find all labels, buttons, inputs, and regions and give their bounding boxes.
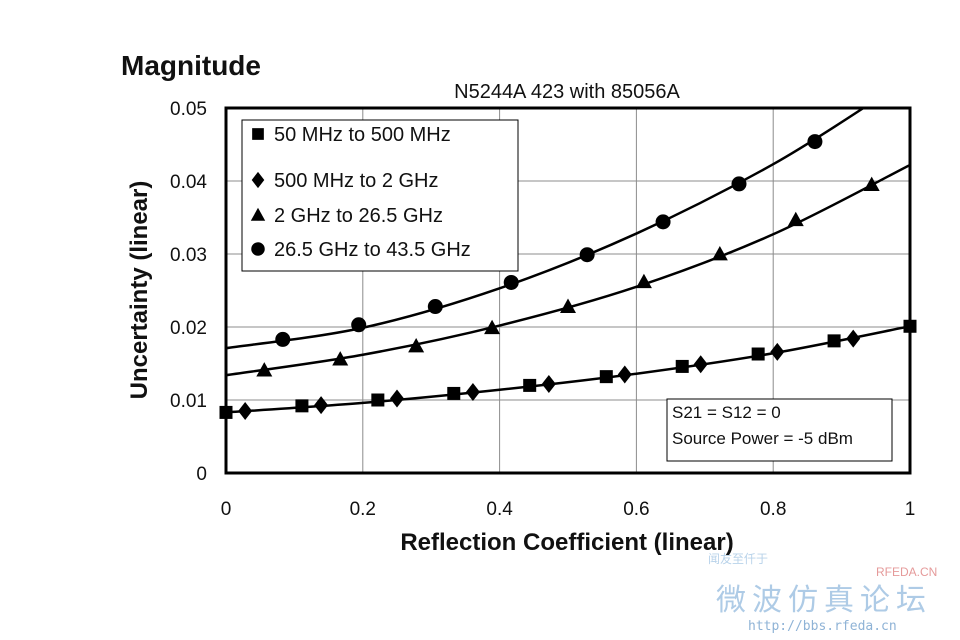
diamond-marker: [617, 365, 632, 384]
legend-label: 2 GHz to 26.5 GHz: [274, 205, 443, 227]
diamond-marker: [390, 389, 404, 408]
y-tick-labels: 0 0.01 0.02 0.03 0.04 0.05: [170, 99, 207, 485]
circle-marker: [351, 317, 367, 333]
square-marker: [827, 334, 841, 348]
series-curve: [226, 108, 866, 350]
circle-marker: [655, 214, 671, 230]
x-tick-labels: 0 0.2 0.4 0.6 0.8 1: [221, 499, 916, 520]
legend-circle-icon: [251, 242, 265, 256]
watermark-url-text: http://bbs.rfeda.cn: [748, 619, 897, 634]
square-marker: [751, 347, 765, 361]
square-marker: [599, 370, 613, 384]
triangle-marker: [863, 176, 880, 192]
circle-marker: [807, 134, 823, 150]
watermark-big-text: 微波仿真论坛: [716, 583, 932, 618]
legend-label: 500 MHz to 2 GHz: [274, 170, 439, 192]
annotation-line-1: S21 = S12 = 0: [672, 403, 781, 422]
watermark-small-text: 闻友至仟于: [708, 552, 768, 566]
y-tick-label: 0.05: [170, 99, 207, 120]
circle-marker: [275, 331, 291, 347]
triangle-marker: [635, 273, 652, 289]
square-marker: [295, 399, 309, 413]
x-tick-label: 0: [221, 499, 232, 520]
circle-marker: [427, 299, 443, 315]
chart-title: N5244A 423 with 85056A: [454, 81, 680, 103]
triangle-marker: [256, 362, 273, 377]
square-marker: [447, 386, 461, 400]
annotation-frame: [666, 398, 893, 462]
triangle-marker: [787, 211, 804, 227]
circle-marker: [503, 274, 519, 290]
triangle-marker: [484, 319, 501, 335]
square-marker: [371, 393, 385, 407]
y-tick-label: 0.03: [170, 245, 207, 266]
triangle-marker: [408, 337, 425, 353]
plot-frame: [224, 106, 912, 475]
circle-marker: [731, 176, 747, 192]
page-heading: Magnitude: [121, 50, 261, 81]
circle-marker: [579, 247, 595, 263]
watermark: 闻友至仟于 RFEDA.CN 微波仿真论坛 http://bbs.rfeda.c…: [708, 552, 937, 634]
diamond-marker: [314, 396, 329, 415]
annotation-line-2: Source Power = -5 dBm: [672, 429, 853, 448]
legend-triangle-icon: [250, 207, 266, 221]
y-axis-title: Uncertainty (linear): [126, 181, 153, 400]
legend-square-icon: [252, 128, 264, 140]
legend-label: 50 MHz to 500 MHz: [274, 124, 451, 146]
x-tick-label: 1: [905, 499, 916, 520]
watermark-brand-text: RFEDA.CN: [876, 565, 937, 579]
x-tick-label: 0.4: [486, 499, 513, 520]
triangle-marker: [332, 351, 349, 366]
y-tick-label: 0: [196, 464, 207, 485]
legend-box: [241, 119, 519, 272]
diamond-marker: [693, 355, 708, 374]
annotation-box: S21 = S12 = 0 Source Power = -5 dBm: [666, 398, 893, 462]
legend-label: 26.5 GHz to 43.5 GHz: [274, 239, 471, 261]
diamond-marker: [541, 374, 556, 393]
square-marker: [675, 359, 689, 373]
x-tick-label: 0.6: [623, 499, 649, 520]
x-axis-title: Reflection Coefficient (linear): [400, 529, 733, 556]
y-tick-label: 0.02: [170, 318, 207, 339]
triangle-marker: [560, 298, 576, 313]
x-tick-label: 0.2: [350, 499, 376, 520]
y-tick-label: 0.01: [170, 391, 207, 412]
legend-diamond-icon: [251, 171, 265, 189]
y-tick-label: 0.04: [170, 172, 207, 193]
diamond-marker: [465, 382, 480, 401]
triangle-marker: [711, 246, 728, 261]
series-curve: [226, 325, 910, 414]
diamond-marker: [846, 329, 861, 348]
x-tick-label: 0.8: [760, 499, 786, 520]
diamond-marker: [770, 342, 785, 361]
legend: 50 MHz to 500 MHz 500 MHz to 2 GHz 2 GHz t…: [241, 119, 519, 272]
legend-items: 50 MHz to 500 MHz 500 MHz to 2 GHz 2 GHz t…: [250, 124, 471, 261]
diamond-marker: [238, 401, 253, 420]
square-marker: [523, 378, 537, 392]
